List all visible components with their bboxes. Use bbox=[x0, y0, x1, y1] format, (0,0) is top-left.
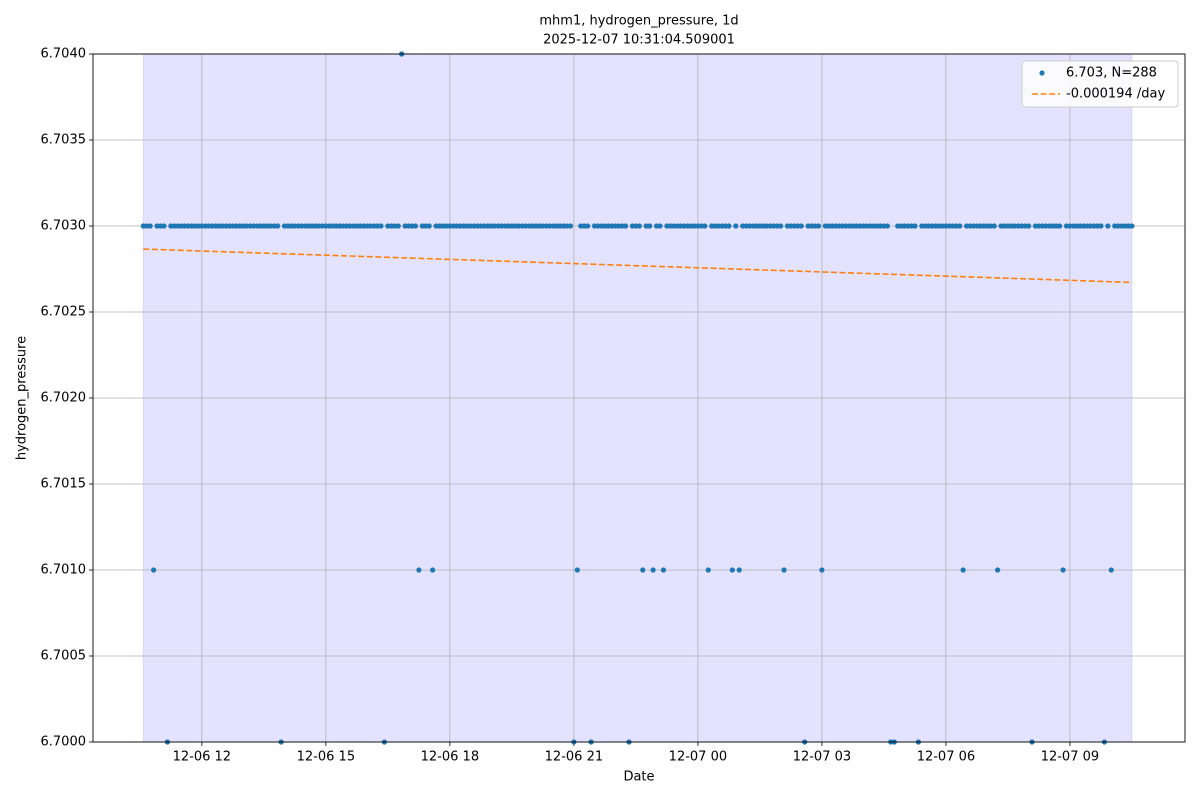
y-tick-label: 6.7020 bbox=[41, 391, 87, 406]
trend-line bbox=[143, 248, 1132, 284]
legend-label: 6.703, N=288 bbox=[1066, 66, 1157, 81]
legend-marker bbox=[1039, 70, 1045, 76]
x-tick-label: 12-07 06 bbox=[917, 750, 975, 765]
data-point bbox=[912, 223, 918, 229]
x-tick-label: 12-06 21 bbox=[545, 750, 603, 765]
y-tick-label: 6.7025 bbox=[41, 305, 87, 320]
data-point bbox=[585, 223, 591, 229]
data-point bbox=[1098, 223, 1104, 229]
data-point bbox=[395, 223, 401, 229]
data-point bbox=[147, 223, 153, 229]
data-point bbox=[1108, 567, 1114, 573]
y-tick-label: 6.7035 bbox=[41, 133, 87, 148]
chart-title: mhm1, hydrogen_pressure, 1d bbox=[539, 14, 738, 29]
data-point bbox=[781, 567, 787, 573]
data-point bbox=[702, 223, 708, 229]
data-point bbox=[777, 223, 784, 229]
data-point bbox=[430, 567, 436, 573]
data-point bbox=[161, 223, 167, 229]
legend-label: -0.000194 /day bbox=[1066, 87, 1165, 102]
data-point bbox=[736, 567, 742, 573]
data-point bbox=[378, 223, 384, 229]
data-point bbox=[733, 223, 739, 229]
x-axis-label: Date bbox=[623, 770, 654, 785]
data-point bbox=[657, 223, 663, 229]
data-point bbox=[151, 567, 157, 573]
data-point bbox=[957, 223, 963, 229]
data-point bbox=[798, 223, 804, 229]
data-point bbox=[275, 223, 281, 229]
data-point bbox=[995, 567, 1001, 573]
y-tick-label: 6.7015 bbox=[41, 477, 87, 492]
x-tick-label: 12-07 00 bbox=[669, 750, 727, 765]
x-tick-label: 12-06 15 bbox=[297, 750, 355, 765]
y-tick-label: 6.7000 bbox=[41, 735, 87, 750]
y-tick-label: 6.7005 bbox=[41, 649, 87, 664]
data-point bbox=[650, 567, 656, 573]
x-tick-label: 12-07 03 bbox=[793, 750, 851, 765]
data-point bbox=[1105, 223, 1111, 229]
data-point bbox=[815, 223, 822, 229]
y-axis-label: hydrogen_pressure bbox=[15, 336, 30, 460]
y-tick-label: 6.7030 bbox=[41, 219, 87, 234]
data-point bbox=[574, 567, 580, 573]
data-point bbox=[660, 567, 667, 573]
data-point bbox=[647, 223, 653, 229]
data-point bbox=[426, 223, 432, 229]
x-tick-label: 12-06 18 bbox=[421, 750, 479, 765]
data-point bbox=[412, 223, 419, 229]
data-point bbox=[884, 223, 890, 229]
data-point bbox=[729, 567, 735, 573]
data-point bbox=[705, 567, 711, 573]
x-tick-label: 12-06 12 bbox=[173, 750, 231, 765]
data-point bbox=[1026, 223, 1032, 229]
data-point bbox=[726, 223, 732, 229]
data-point bbox=[991, 223, 997, 229]
data-point bbox=[1057, 223, 1063, 229]
data-point bbox=[622, 223, 629, 229]
data-point bbox=[416, 567, 422, 573]
y-tick-label: 6.7010 bbox=[41, 563, 87, 578]
data-point bbox=[1129, 223, 1135, 229]
data-point bbox=[636, 223, 642, 229]
legend-box bbox=[1021, 60, 1179, 108]
data-point bbox=[567, 223, 574, 229]
data-point bbox=[819, 567, 825, 573]
chart-subtitle: 2025-12-07 10:31:04.509001 bbox=[543, 33, 735, 48]
data-point bbox=[1060, 567, 1066, 573]
data-point bbox=[640, 567, 646, 573]
x-tick-label: 12-07 09 bbox=[1041, 750, 1099, 765]
data-point bbox=[960, 567, 966, 573]
plot-frame bbox=[92, 53, 1186, 743]
y-tick-label: 6.7040 bbox=[41, 47, 87, 62]
